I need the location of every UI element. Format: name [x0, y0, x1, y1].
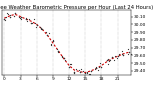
Point: [108, 61, 110, 62]
Point: [12, 16, 15, 17]
Point: [48, 32, 50, 33]
Point: [40, 27, 42, 29]
Point: [79, 69, 82, 70]
Point: [84, 72, 87, 73]
Point: [116, 57, 119, 59]
Point: [41, 28, 43, 30]
Point: [57, 51, 60, 52]
Point: [114, 55, 117, 57]
Point: [127, 53, 130, 54]
Point: [64, 60, 66, 61]
Point: [45, 32, 47, 33]
Point: [19, 16, 22, 17]
Point: [28, 18, 30, 19]
Point: [95, 67, 97, 69]
Point: [19, 17, 21, 19]
Point: [52, 41, 54, 42]
Point: [30, 22, 33, 24]
Point: [78, 70, 80, 71]
Point: [116, 56, 119, 57]
Point: [6, 13, 9, 14]
Point: [121, 53, 124, 54]
Point: [127, 51, 130, 52]
Point: [32, 19, 35, 20]
Point: [129, 53, 132, 55]
Point: [25, 18, 27, 19]
Point: [18, 17, 21, 18]
Point: [107, 63, 110, 64]
Point: [3, 18, 6, 19]
Point: [33, 23, 36, 24]
Point: [39, 26, 41, 27]
Point: [56, 48, 58, 49]
Point: [85, 72, 88, 73]
Point: [69, 63, 72, 65]
Point: [20, 18, 22, 20]
Point: [89, 73, 92, 75]
Point: [26, 20, 29, 21]
Point: [88, 73, 90, 75]
Point: [89, 70, 92, 72]
Point: [6, 12, 9, 14]
Point: [85, 71, 88, 73]
Point: [127, 49, 129, 50]
Point: [106, 59, 109, 60]
Point: [35, 24, 38, 26]
Point: [14, 12, 16, 14]
Point: [62, 58, 65, 59]
Point: [99, 62, 101, 64]
Point: [79, 72, 81, 73]
Point: [31, 23, 33, 24]
Point: [72, 72, 75, 73]
Point: [5, 16, 8, 17]
Point: [100, 66, 103, 67]
Point: [50, 44, 52, 46]
Point: [113, 59, 116, 60]
Point: [118, 53, 120, 55]
Title: Milwaukee Weather Barometric Pressure per Hour (Last 24 Hours): Milwaukee Weather Barometric Pressure pe…: [0, 5, 154, 10]
Point: [94, 66, 97, 68]
Point: [94, 68, 96, 69]
Point: [97, 70, 99, 71]
Point: [12, 15, 15, 16]
Point: [46, 34, 49, 36]
Point: [122, 55, 124, 56]
Point: [61, 56, 63, 57]
Point: [82, 70, 85, 72]
Point: [75, 69, 78, 70]
Point: [98, 66, 101, 68]
Point: [121, 50, 124, 52]
Point: [68, 67, 70, 68]
Point: [109, 60, 112, 61]
Point: [4, 20, 6, 21]
Point: [72, 72, 75, 74]
Point: [8, 17, 11, 18]
Point: [25, 18, 27, 20]
Point: [69, 64, 72, 65]
Point: [60, 55, 63, 56]
Point: [9, 14, 12, 15]
Point: [73, 71, 76, 72]
Point: [35, 26, 38, 27]
Point: [106, 60, 108, 61]
Point: [52, 40, 55, 41]
Point: [40, 28, 42, 30]
Point: [111, 57, 114, 58]
Point: [56, 51, 59, 53]
Point: [49, 43, 52, 45]
